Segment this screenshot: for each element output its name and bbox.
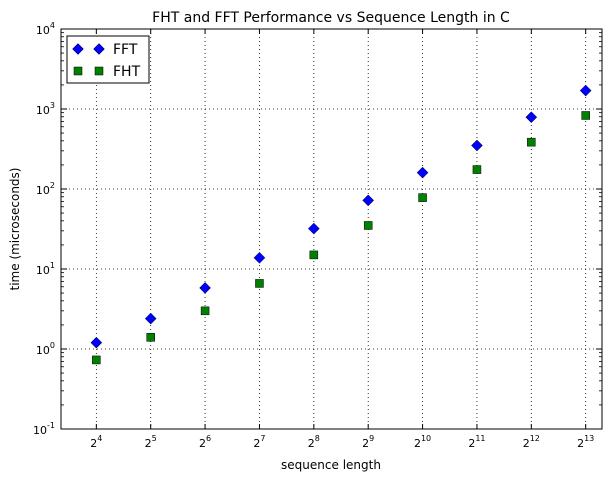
x-tick-label: 213 — [577, 434, 594, 450]
fht-point — [309, 250, 319, 260]
x-tick-label: 29 — [362, 434, 374, 450]
fft-point — [362, 194, 375, 207]
y-axis-label: time (microseconds) — [8, 168, 22, 291]
fft-legend-marker — [72, 43, 84, 55]
fht-point — [581, 111, 590, 120]
fft-point — [90, 336, 103, 349]
legend: FFT FHT — [66, 35, 150, 84]
x-tick-label: 210 — [414, 434, 431, 450]
fft-point — [525, 111, 538, 124]
y-tick-label: 103 — [36, 101, 55, 117]
fft-point — [471, 139, 483, 152]
x-tick-label: 25 — [145, 434, 157, 450]
fft-point — [416, 166, 429, 179]
plot-frame — [60, 28, 603, 430]
fft-legend-marker — [93, 43, 105, 55]
y-tick-label: 10-1 — [33, 421, 55, 437]
fht-legend-marker — [94, 66, 104, 76]
y-tick-label: 104 — [36, 21, 55, 37]
fft-point — [199, 282, 211, 294]
x-axis-ticks: 24 25 26 27 28 29 210 211 212 213 — [90, 29, 594, 450]
y-tick-label: 101 — [36, 261, 55, 277]
fht-legend-label: FHT — [113, 64, 141, 80]
fht-point — [418, 193, 427, 202]
fht-legend-marker — [73, 66, 83, 76]
fht-point — [92, 355, 101, 365]
fft-point — [144, 312, 157, 325]
y-tick-label: 102 — [36, 181, 55, 197]
chart-title: FHT and FFT Performance vs Sequence Leng… — [152, 10, 510, 26]
fht-point — [472, 165, 482, 174]
fft-point — [579, 84, 592, 97]
fft-legend-label: FFT — [113, 42, 138, 58]
x-tick-label: 28 — [308, 434, 320, 450]
fht-point — [146, 333, 155, 342]
x-tick-label: 27 — [253, 434, 265, 450]
y-tick-label: 100 — [36, 341, 55, 357]
x-axis-label: sequence length — [281, 458, 381, 472]
x-tick-label: 212 — [523, 434, 540, 450]
fft-point — [307, 222, 320, 235]
fht-point — [363, 221, 373, 230]
x-tick-label: 211 — [468, 434, 485, 450]
data-points — [90, 84, 592, 365]
fft-point — [253, 251, 266, 264]
fht-point — [200, 306, 210, 316]
x-tick-label: 26 — [199, 434, 211, 450]
fht-point — [255, 279, 264, 288]
fht-point — [527, 137, 536, 147]
x-tick-label: 24 — [90, 434, 102, 450]
